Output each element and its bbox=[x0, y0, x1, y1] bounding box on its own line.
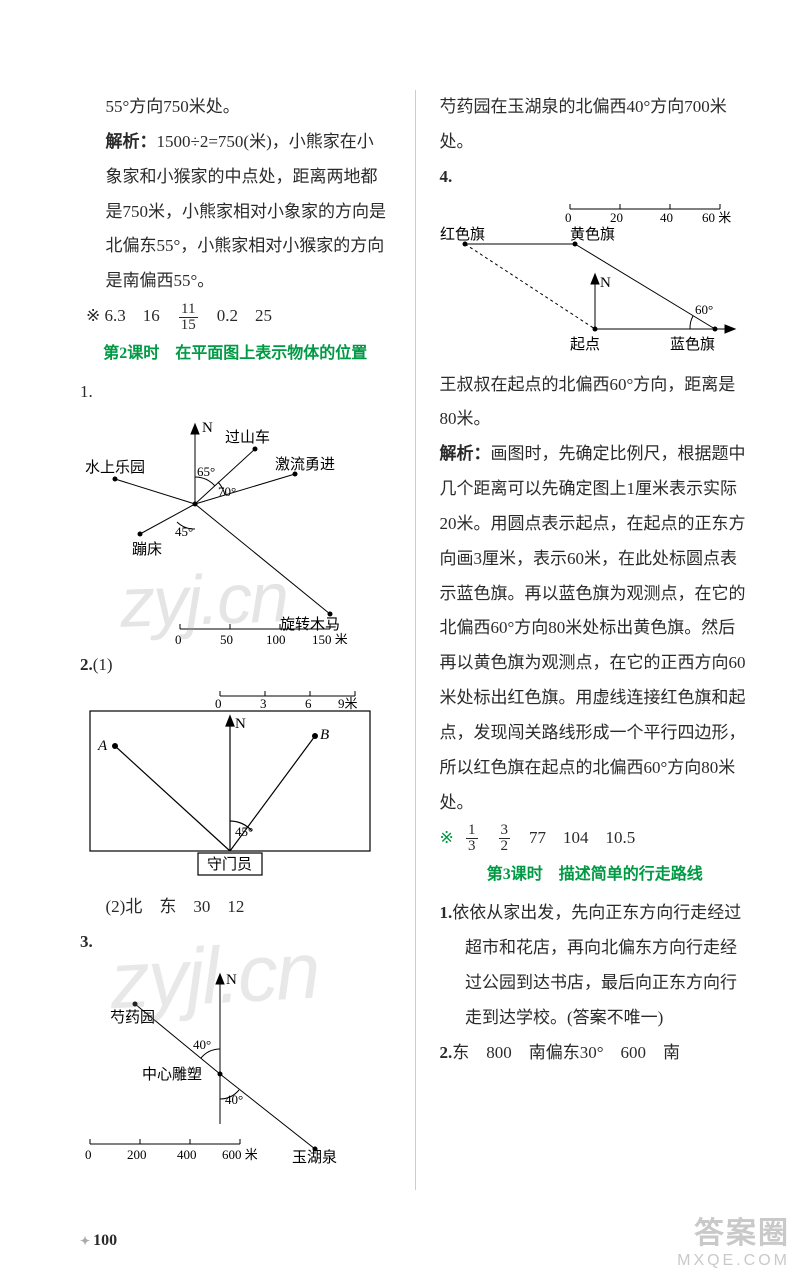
svg-text:玉湖泉: 玉湖泉 bbox=[292, 1149, 337, 1164]
svg-text:100: 100 bbox=[266, 632, 286, 644]
mix-row: ※ 13 32 77 104 10.5 bbox=[440, 821, 751, 856]
analysis-label: 解析： bbox=[440, 444, 491, 463]
diagram-compass-park: N 过山车 激流勇进 水上乐园 蹦床 旋转木马 65° 70° 45° 0 50… bbox=[80, 414, 380, 644]
q2: 2.(1) bbox=[80, 648, 391, 683]
analysis-body: 1500÷2=750(米)，小熊家在小象家和小猴家的中点处，距离两地都是750米… bbox=[106, 132, 387, 290]
svg-text:3: 3 bbox=[260, 696, 267, 711]
diagram-goalkeeper: A B N 45° 守门员 0 3 6 9米 bbox=[80, 686, 380, 886]
svg-text:50: 50 bbox=[220, 632, 233, 644]
svg-text:A: A bbox=[97, 738, 108, 754]
section-heading: 第2课时 在平面图上表示物体的位置 bbox=[80, 338, 391, 371]
svg-text:N: N bbox=[202, 420, 213, 436]
svg-text:B: B bbox=[320, 727, 329, 743]
svg-text:60 米: 60 米 bbox=[702, 210, 731, 225]
svg-text:激流勇进: 激流勇进 bbox=[275, 456, 335, 473]
svg-text:蓝色旗: 蓝色旗 bbox=[670, 336, 715, 353]
mix-row: ※ 6.3 16 1115 0.2 25 bbox=[80, 299, 391, 334]
mix-values: ※ 6.3 16 bbox=[86, 306, 177, 325]
svg-text:0: 0 bbox=[565, 210, 572, 225]
svg-text:芍药园: 芍药园 bbox=[110, 1009, 155, 1026]
q1: 1.依依从家出发，先向正东方向行走经过超市和花店，再向北偏东方向行走经过公园到达… bbox=[440, 896, 751, 1035]
mix-values: 77 104 10.5 bbox=[512, 828, 635, 847]
svg-text:9米: 9米 bbox=[338, 696, 358, 711]
q2: 2.东 800 南偏东30° 600 南 bbox=[440, 1036, 751, 1071]
svg-text:45°: 45° bbox=[175, 524, 193, 539]
text: 芍药园在玉湖泉的北偏西40°方向700米处。 bbox=[440, 90, 751, 160]
svg-text:中心雕塑: 中心雕塑 bbox=[142, 1066, 202, 1083]
svg-text:N: N bbox=[226, 972, 237, 988]
svg-text:守门员: 守门员 bbox=[207, 856, 252, 873]
svg-text:45°: 45° bbox=[235, 824, 253, 839]
diagram-flags: N 红色旗 黄色旗 起点 蓝色旗 60° 0 20 40 60 米 bbox=[440, 199, 750, 364]
text: 55°方向750米处。 bbox=[80, 90, 391, 125]
analysis: 解析：1500÷2=750(米)，小熊家在小象家和小猴家的中点处，距离两地都是7… bbox=[80, 125, 391, 299]
svg-text:N: N bbox=[235, 716, 246, 732]
fraction: 32 bbox=[499, 823, 511, 854]
svg-text:蹦床: 蹦床 bbox=[132, 541, 162, 558]
diagram-sculpture: N 芍药园 中心雕塑 玉湖泉 40° 40° 0 200 400 600 米 bbox=[80, 964, 380, 1164]
q4: 4. bbox=[440, 160, 751, 195]
svg-text:N: N bbox=[600, 275, 611, 291]
svg-text:黄色旗: 黄色旗 bbox=[570, 226, 615, 243]
svg-text:70°: 70° bbox=[218, 484, 236, 499]
section-heading: 第3课时 描述简单的行走路线 bbox=[440, 859, 751, 892]
q1: 1. bbox=[80, 375, 391, 410]
svg-text:旋转木马: 旋转木马 bbox=[280, 616, 340, 633]
svg-text:600 米: 600 米 bbox=[222, 1147, 258, 1162]
svg-text:400: 400 bbox=[177, 1147, 197, 1162]
svg-text:40: 40 bbox=[660, 210, 673, 225]
svg-text:0: 0 bbox=[175, 632, 182, 644]
svg-text:起点: 起点 bbox=[570, 336, 600, 353]
svg-text:65°: 65° bbox=[197, 464, 215, 479]
svg-text:40°: 40° bbox=[225, 1092, 243, 1107]
fraction: 1115 bbox=[179, 302, 198, 333]
svg-text:0: 0 bbox=[85, 1147, 92, 1162]
text: 王叔叔在起点的北偏西60°方向，距离是80米。 bbox=[440, 368, 751, 438]
analysis: 解析：画图时，先确定比例尺，根据题中几个距离可以先确定图上1厘米表示实际20米。… bbox=[440, 437, 751, 820]
analysis-body: 画图时，先确定比例尺，根据题中几个距离可以先确定图上1厘米表示实际20米。用圆点… bbox=[440, 444, 746, 811]
svg-text:60°: 60° bbox=[695, 302, 713, 317]
right-column: 芍药园在玉湖泉的北偏西40°方向700米处。 4. N 红色旗 黄色旗 起点 蓝… bbox=[440, 90, 751, 1190]
star-icon: ※ bbox=[440, 828, 459, 847]
svg-text:40°: 40° bbox=[193, 1037, 211, 1052]
svg-text:0: 0 bbox=[215, 696, 222, 711]
svg-text:过山车: 过山车 bbox=[225, 429, 270, 446]
left-column: 55°方向750米处。 解析：1500÷2=750(米)，小熊家在小象家和小猴家… bbox=[80, 90, 391, 1190]
q3: 3. bbox=[80, 925, 391, 960]
svg-text:6: 6 bbox=[305, 696, 312, 711]
column-divider bbox=[415, 90, 416, 1190]
svg-text:水上乐园: 水上乐园 bbox=[85, 459, 145, 476]
svg-text:20: 20 bbox=[610, 210, 623, 225]
analysis-label: 解析： bbox=[106, 132, 157, 151]
svg-text:红色旗: 红色旗 bbox=[440, 226, 485, 243]
q2-answer: (2)北 东 30 12 bbox=[80, 890, 391, 925]
svg-text:200: 200 bbox=[127, 1147, 147, 1162]
svg-text:150 米: 150 米 bbox=[312, 632, 348, 644]
fraction: 13 bbox=[466, 823, 478, 854]
page-number: 100 bbox=[80, 1232, 117, 1250]
mix-values: 0.2 25 bbox=[200, 306, 272, 325]
